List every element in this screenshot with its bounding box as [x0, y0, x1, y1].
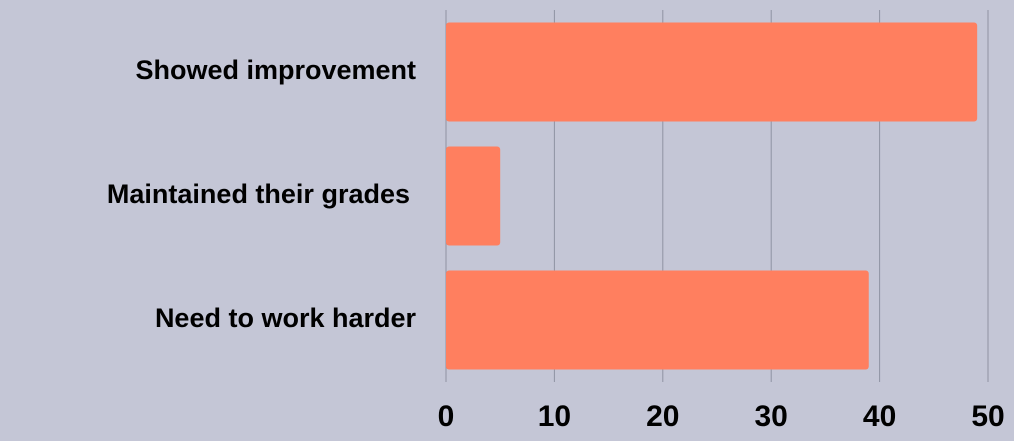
- y-tick-label: Showed improvement: [135, 55, 416, 85]
- bar: [446, 22, 978, 122]
- y-tick-label: Maintained their grades: [107, 179, 410, 209]
- x-tick-label: 30: [755, 400, 788, 433]
- x-tick-label: 20: [646, 400, 679, 433]
- x-tick-label: 40: [863, 400, 896, 433]
- bar: [446, 146, 501, 246]
- x-tick-label: 50: [971, 400, 1004, 433]
- x-tick-label: 0: [438, 400, 455, 433]
- y-tick-label: Need to work harder: [155, 303, 417, 333]
- bar: [446, 270, 869, 370]
- x-tick-label: 10: [538, 400, 571, 433]
